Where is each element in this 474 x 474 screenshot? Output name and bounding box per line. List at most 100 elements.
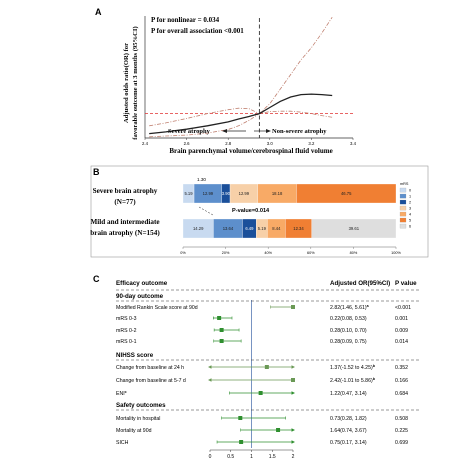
panel-c-p-value: 0.009 [395, 328, 408, 334]
panel-c-point-estimate [239, 440, 244, 444]
panel-c-p-value: 0.684 [395, 391, 408, 397]
panel-c-effect-text: 1.64(0.74, 3.67) [330, 428, 367, 434]
panel-c-section-label: Safety outcomes [116, 402, 166, 409]
panel-b-data-label: 12.34 [293, 226, 304, 231]
panel-c-x-tick-label: 0 [209, 454, 212, 460]
panel-a-x-ticks: 2.4 2.6 2.8 3.0 3.2 3.4 [142, 138, 357, 146]
panel-label-c: C [93, 274, 100, 284]
panel-b-data-label: 13.64 [223, 226, 234, 231]
panel-b-bar-segment [296, 183, 397, 204]
panel-c-effect-text: 0.28(0.10, 0.70) [330, 328, 367, 334]
panel-c-p-value: 0.225 [395, 428, 408, 434]
panel-c-row-label: Modified Rankin Scale score at 90d [116, 305, 198, 311]
panel-c-effect-superscript: b [373, 364, 376, 368]
panel-b-legend-label: 1 [409, 195, 411, 199]
panel-c-point-estimate [258, 391, 263, 395]
panel-b-category-label-1a: Severe brain atrophy [93, 187, 158, 195]
arrow-left-icon [222, 129, 246, 133]
panel-b-x-axis: 0% 20% 40% 60% 80% 100% [180, 246, 401, 255]
panel-a-estimate [149, 93, 333, 135]
panel-b-data-label: 39.61 [349, 226, 360, 231]
panel-b-legend-swatch [399, 205, 407, 211]
panel-a-estimate-curve [149, 93, 333, 135]
panel-b-legend-swatch [399, 193, 407, 199]
panel-b-stacked-bar-chart: Severe brain atrophy (N=77) Mild and int… [90, 165, 429, 258]
panel-c-x-axis: 0 0.5 1 1.5 2 [209, 449, 295, 460]
panel-c-point-estimate [276, 428, 281, 432]
panel-b-frame [90, 165, 429, 258]
panel-c-point-estimate [291, 305, 295, 309]
panel-c-effect-text: 2.42(-1.01 to 5.86)b [330, 377, 376, 384]
panel-b-x-tick-label: 100% [391, 251, 401, 255]
panel-c-effect-superscript: b [373, 377, 376, 381]
panel-c-ci-arrow [291, 440, 295, 444]
panel-c-ci-arrow [291, 391, 295, 395]
panel-c-x-tick-label: 2 [292, 454, 295, 460]
panel-b-category-label-2b: brain atrophy (N=154) [90, 229, 160, 237]
panel-b-p-value: P-value=0.014 [232, 208, 270, 214]
panel-c-header-p: P value [395, 280, 417, 287]
panel-c-header-effect: Adjusted OR(95%CI) [330, 280, 390, 287]
panel-b-x-tick-label: 20% [222, 251, 230, 255]
panel-c-row-label: mRS 0-1 [116, 339, 137, 345]
panel-c-effect-text: 0.73(0.28, 1.82) [330, 416, 367, 422]
panel-b-legend-label: 6 [409, 225, 411, 229]
panel-c-point-estimate [217, 316, 222, 320]
panel-c-header-outcome: Efficacy outcome [116, 280, 168, 287]
panel-b-legend-swatch [399, 211, 407, 217]
panel-c-ci-arrow [291, 428, 295, 432]
panel-c-section-label: NIHSS score [116, 352, 154, 359]
panel-c-effect-text: 2.82(1.46, 5.61)a [330, 304, 370, 311]
panel-c-row-label: Change from baseline at 5-7 d [116, 378, 186, 384]
panel-b-x-tick-label: 40% [264, 251, 272, 255]
panel-b-data-label: 6.49 [245, 226, 254, 231]
panel-c-row-label-superscript: c [125, 390, 127, 394]
panel-c-x-tick-label: 1 [250, 454, 253, 460]
panel-a-annotation-overall: P for overall association <0.001 [151, 27, 244, 35]
panel-c-effect-text: 0.22(0.08, 0.53) [330, 316, 367, 322]
panel-c-row-label: Mortality in hospital [116, 416, 160, 422]
panel-c-p-value: 0.352 [395, 365, 408, 371]
panel-b-bar-segment [311, 218, 397, 239]
panel-b-legend-title: mRS [400, 182, 409, 186]
panel-c-row-label: SICH [116, 440, 129, 446]
panel-a-x-tick-label: 3.0 [267, 141, 274, 146]
panel-c-x-tick-label: 1.5 [269, 454, 276, 460]
panel-c-effect-text: 0.28(0.09, 0.75) [330, 339, 367, 345]
panel-a-plot-area [144, 16, 353, 139]
panel-b-data-label: 5.19 [258, 226, 267, 231]
panel-b-data-label: 8.44 [272, 226, 281, 231]
panel-a-annotation-nonlinear: P for nonlinear = 0.034 [151, 16, 220, 24]
panel-c-p-value: 0.001 [395, 316, 408, 322]
panel-b-legend-label: 2 [409, 201, 411, 205]
panel-c-row-label: ENIc [116, 390, 127, 397]
panel-c-ci-arrow [291, 365, 295, 369]
panel-b-legend-label: 3 [409, 207, 411, 211]
panel-a-x-tick-label: 2.6 [184, 141, 191, 146]
panel-c-p-value: 0.014 [395, 339, 408, 345]
panel-b-category-label-1b: (N=77) [114, 198, 136, 206]
arrow-right-icon [254, 129, 271, 133]
panel-b-annotation-1-30: 1.30 [197, 177, 206, 182]
panel-b-x-tick-label: 80% [350, 251, 358, 255]
panel-c-point-estimate [219, 328, 224, 332]
panel-c-p-value: <0.001 [395, 305, 411, 311]
panel-c-row-label: mRS 0-3 [116, 316, 137, 322]
panel-c-point-estimate [291, 378, 295, 382]
panel-a-x-tick-label: 3.4 [350, 141, 357, 146]
panel-c-row-label: Change from baseline at 24 h [116, 365, 184, 371]
panel-b-legend-swatch [399, 187, 407, 193]
panel-c-rows: 90-day outcome Modified Rankin Scale scor… [116, 293, 420, 448]
panel-c-point-estimate [264, 365, 269, 369]
panel-b-legend-label: 5 [409, 219, 411, 223]
panel-b-legend-swatch [399, 223, 407, 229]
panel-a-x-tick-label: 2.4 [142, 141, 149, 146]
panel-c-section-label: 90-day outcome [116, 293, 164, 300]
panel-c-row-label: Mortality at 90d [116, 428, 152, 434]
panel-label-b: B [93, 167, 100, 177]
panel-c-effect-text: 0.75(0.17, 3.14) [330, 440, 367, 446]
panel-b-data-label: 12.99 [239, 191, 250, 196]
panel-b-legend-label: 4 [409, 213, 411, 217]
